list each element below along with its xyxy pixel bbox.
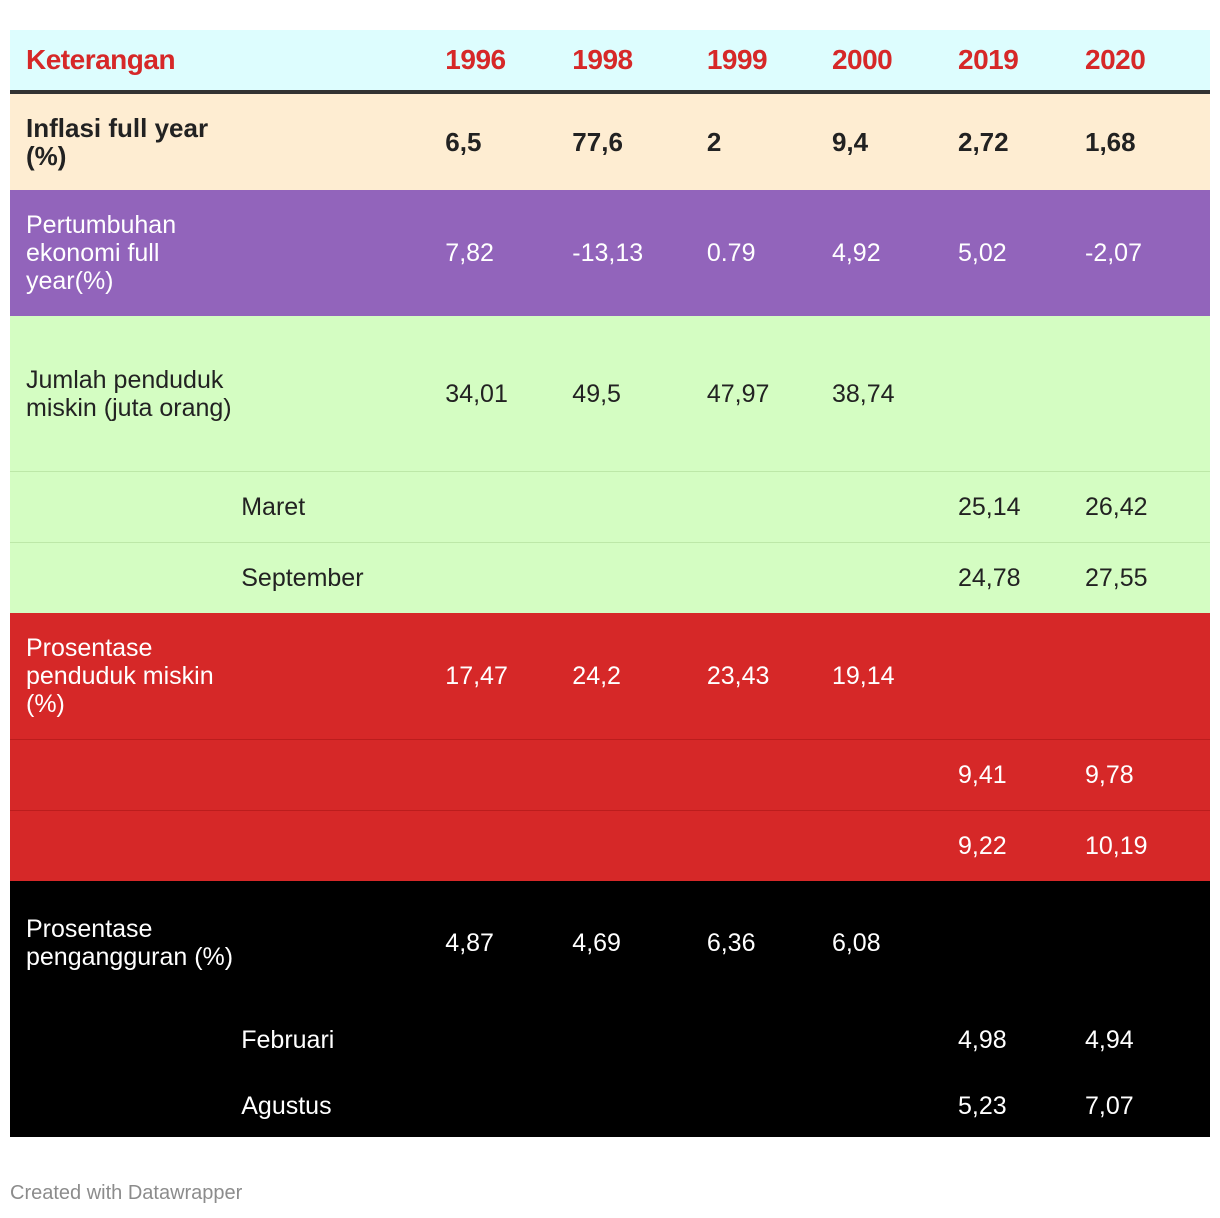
table-cell: 27,55 bbox=[1085, 564, 1148, 592]
table-cell: 24,2 bbox=[572, 662, 621, 690]
table-cell: 23,43 bbox=[706, 662, 770, 690]
data-table: Keterangan 1996 1998 1999 2000 2019 2020… bbox=[10, 30, 1210, 1137]
table-cell: 4,69 bbox=[572, 929, 621, 957]
table-cell: 24,78 bbox=[958, 564, 1021, 592]
table-cell: 4,87 bbox=[445, 929, 494, 957]
row-label: Inflasi full year (%) bbox=[26, 113, 209, 171]
row-sublabel: Agustus bbox=[241, 1092, 332, 1120]
table-cell: 6,5 bbox=[445, 127, 482, 157]
datawrapper-credit[interactable]: Created with Datawrapper bbox=[10, 1182, 243, 1204]
row-label: Prosentase pengangguran (%) bbox=[26, 915, 234, 971]
table-cell: 2 bbox=[706, 127, 722, 157]
table-cell: 1,68 bbox=[1085, 127, 1136, 157]
table-cell: 77,6 bbox=[572, 127, 623, 157]
table-cell: -13,13 bbox=[572, 239, 644, 267]
row-label: Pertumbuhan ekonomi full year(%) bbox=[26, 211, 177, 295]
table-cell: 0.79 bbox=[706, 239, 756, 267]
table-header-row: Keterangan 1996 1998 1999 2000 2019 2020 bbox=[10, 30, 1210, 94]
table-row-miskin-september: September 24,78 27,55 bbox=[10, 542, 1210, 613]
table-cell: 9,41 bbox=[958, 761, 1007, 789]
table-row-prosentase-miskin-sub2: 9,22 10,19 bbox=[10, 810, 1210, 881]
table-cell: 4,92 bbox=[831, 239, 881, 267]
table-cell: 9,4 bbox=[831, 127, 869, 157]
table-cell: 9,22 bbox=[958, 832, 1007, 860]
table-row-inflasi: Inflasi full year (%) 6,5 77,6 2 9,4 2,7… bbox=[10, 94, 1210, 190]
table-row-jumlah-miskin: Jumlah penduduk miskin (juta orang) 34,0… bbox=[10, 316, 1210, 471]
table-cell: 4,98 bbox=[958, 1026, 1007, 1054]
table-cell: 10,19 bbox=[1085, 832, 1148, 860]
table-cell: 6,08 bbox=[831, 929, 881, 957]
table-cell: 25,14 bbox=[958, 493, 1021, 521]
row-sublabel: September bbox=[241, 564, 364, 592]
table-cell: 26,42 bbox=[1085, 493, 1148, 521]
table-cell: 4,94 bbox=[1085, 1026, 1134, 1054]
table-cell: 5,23 bbox=[958, 1092, 1007, 1120]
table-row-prosentase-miskin-sub1: 9,41 9,78 bbox=[10, 739, 1210, 810]
table-row-prosentase-miskin: Prosentase penduduk miskin (%) 17,47 24,… bbox=[10, 613, 1210, 739]
table-cell: 47,97 bbox=[706, 379, 770, 408]
row-label: Prosentase penduduk miskin (%) bbox=[26, 634, 214, 718]
table-cell: 7,07 bbox=[1085, 1092, 1134, 1120]
row-sublabel: Maret bbox=[241, 493, 306, 521]
table-cell: 34,01 bbox=[445, 379, 508, 408]
table-cell: 49,5 bbox=[572, 379, 621, 408]
table-cell: 9,78 bbox=[1085, 761, 1134, 789]
table-row-pengangguran-februari: Februari 4,98 4,94 bbox=[10, 1005, 1210, 1075]
header-cell-1998[interactable]: 1998 bbox=[572, 44, 633, 75]
header-cell-1996[interactable]: 1996 bbox=[445, 44, 506, 75]
row-label: Jumlah penduduk miskin (juta orang) bbox=[26, 365, 232, 422]
table-row-pengangguran-agustus: Agustus 5,23 7,07 bbox=[10, 1075, 1210, 1137]
header-cell-1999[interactable]: 1999 bbox=[706, 44, 768, 75]
header-cell-2000[interactable]: 2000 bbox=[831, 44, 893, 75]
table-row-pengangguran: Prosentase pengangguran (%) 4,87 4,69 6,… bbox=[10, 881, 1210, 1005]
header-cell-keterangan[interactable]: Keterangan bbox=[26, 44, 176, 75]
table-cell: -2,07 bbox=[1085, 239, 1142, 267]
table-cell: 6,36 bbox=[706, 929, 756, 957]
row-sublabel: Februari bbox=[241, 1026, 335, 1054]
table-cell: 38,74 bbox=[831, 379, 895, 408]
table-cell: 7,82 bbox=[445, 239, 494, 267]
table-cell: 17,47 bbox=[445, 662, 508, 690]
table-cell: 2,72 bbox=[958, 127, 1009, 157]
table-cell: 19,14 bbox=[831, 662, 895, 690]
table-row-miskin-maret: Maret 25,14 26,42 bbox=[10, 471, 1210, 542]
header-cell-2019[interactable]: 2019 bbox=[958, 44, 1019, 75]
table-cell: 5,02 bbox=[958, 239, 1007, 267]
header-cell-2020[interactable]: 2020 bbox=[1085, 44, 1146, 75]
table-row-pertumbuhan: Pertumbuhan ekonomi full year(%) 7,82 -1… bbox=[10, 190, 1210, 316]
